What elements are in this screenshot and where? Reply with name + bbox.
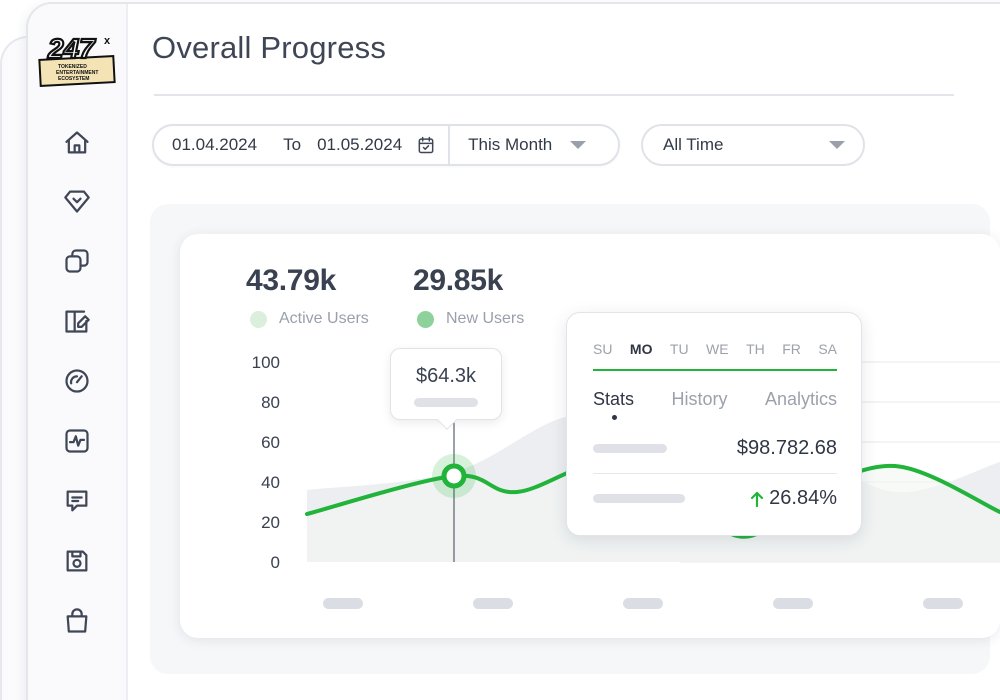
legend-active-users: Active Users <box>250 310 369 328</box>
highlight-point <box>441 463 467 489</box>
date-to-field[interactable]: 01.05.2024 <box>317 135 403 154</box>
y-tick-label-60: 60 <box>261 433 280 452</box>
new-users-value: 29.85k <box>413 264 503 297</box>
save-icon[interactable] <box>62 546 92 576</box>
popover-divider <box>593 473 837 474</box>
sidebar: 247 x TOKENIZED ENTERTAINMENT ECOSYSTEM <box>28 4 128 700</box>
x-axis-label-placeholder <box>323 598 363 609</box>
legend-swatch-new <box>417 310 434 328</box>
y-tick-label-100: 100 <box>252 353 280 372</box>
legend-new-users: New Users <box>417 310 524 328</box>
book-edit-icon[interactable] <box>62 306 92 336</box>
weekday-fr[interactable]: FR <box>782 341 801 357</box>
shopping-bag-icon[interactable] <box>62 606 92 636</box>
period-dropdown[interactable]: All Time <box>641 124 865 166</box>
date-from-field[interactable]: 01.04.2024 <box>172 135 258 154</box>
weekday-underline <box>593 369 837 371</box>
legend-label-active: Active Users <box>279 310 369 327</box>
svg-text:247: 247 <box>47 33 96 64</box>
range-dropdown[interactable]: This Month <box>468 135 587 155</box>
y-tick-label-80: 80 <box>261 393 280 412</box>
stat-amount: $98.782.68 <box>736 437 837 459</box>
tab-stats[interactable]: Stats <box>593 389 635 420</box>
copy-icon[interactable] <box>62 246 92 276</box>
active-users-value: 43.79k <box>246 264 336 297</box>
home-icon[interactable] <box>62 128 92 158</box>
weekday-mo[interactable]: MO <box>629 341 653 357</box>
tab-analytics[interactable]: Analytics <box>764 389 837 409</box>
svg-text:TOKENIZED: TOKENIZED <box>58 64 87 70</box>
x-axis-label-placeholder <box>773 598 813 609</box>
weekday-su[interactable]: SU <box>593 341 613 357</box>
value-tooltip: $64.3k <box>390 348 502 430</box>
calendar-icon[interactable] <box>416 135 436 155</box>
weekday-sa[interactable]: SA <box>818 341 837 357</box>
period-dropdown-value: All Time <box>663 135 724 154</box>
tooltip-value: $64.3k <box>415 365 477 387</box>
weekday-we[interactable]: WE <box>706 341 729 357</box>
message-icon[interactable] <box>62 486 92 516</box>
title-divider <box>154 94 954 96</box>
chevron-down-icon <box>570 141 587 149</box>
stat-percent: 26.84% <box>749 487 837 510</box>
date-range-filter: 01.04.2024 To 01.05.2024 This Month <box>152 124 620 166</box>
activity-icon[interactable] <box>62 426 92 456</box>
stat-row-percent: 26.84% <box>593 487 837 510</box>
legend-label-new: New Users <box>446 310 525 327</box>
range-dropdown-value: This Month <box>468 135 553 154</box>
stat-row-amount: $98.782.68 <box>593 437 837 460</box>
y-tick-label-20: 20 <box>261 513 280 532</box>
chevron-down-icon <box>829 141 845 149</box>
y-tick-label-0: 0 <box>271 553 280 572</box>
svg-text:ECOSYSTEM: ECOSYSTEM <box>58 76 89 82</box>
gauge-icon[interactable] <box>62 366 92 396</box>
date-to-label: To <box>283 135 302 154</box>
tooltip-placeholder-bar <box>414 398 478 407</box>
weekday-selector: SU MO TU WE TH FR SA <box>593 341 837 357</box>
x-axis-label-placeholder <box>923 598 963 609</box>
svg-text:x: x <box>104 35 111 47</box>
filter-divider <box>448 125 451 165</box>
stat-percent-value: 26.84% <box>769 487 837 509</box>
tab-history[interactable]: History <box>671 389 728 409</box>
diamond-icon[interactable] <box>62 186 92 216</box>
weekday-tu[interactable]: TU <box>669 341 689 357</box>
arrow-up-icon <box>749 490 765 508</box>
legend-swatch-active <box>250 310 267 328</box>
page-title: Overall Progress <box>152 30 387 65</box>
placeholder-bar <box>593 444 667 453</box>
popover-tabs: Stats History Analytics <box>593 389 837 420</box>
x-axis-label-placeholder <box>473 598 513 609</box>
svg-text:ENTERTAINMENT: ENTERTAINMENT <box>56 70 98 76</box>
weekday-th[interactable]: TH <box>746 341 765 357</box>
placeholder-bar <box>593 494 685 503</box>
x-axis-label-placeholder <box>623 598 663 609</box>
y-tick-label-40: 40 <box>261 473 280 492</box>
stats-popover: SU MO TU WE TH FR SA Stats History Analytics $98… <box>566 312 862 536</box>
brand-logo[interactable]: 247 x TOKENIZED ENTERTAINMENT ECOSYSTEM <box>36 28 118 96</box>
